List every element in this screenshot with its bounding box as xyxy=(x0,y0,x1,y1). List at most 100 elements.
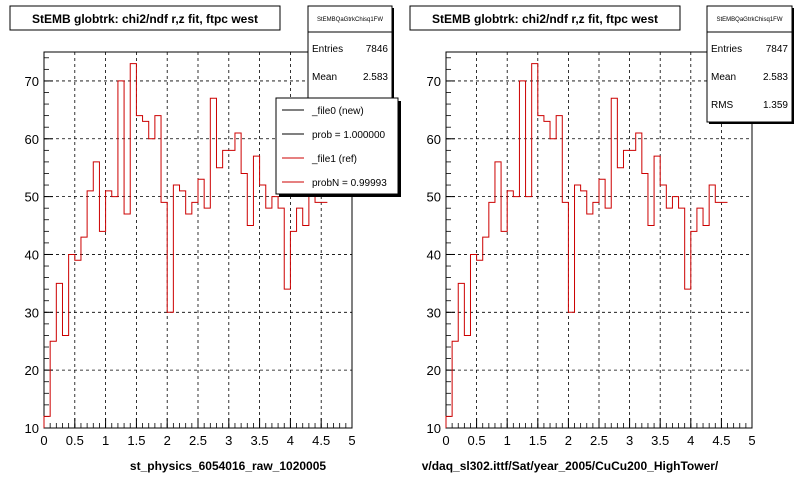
x-tick-label: 0 xyxy=(442,433,449,448)
histogram-bin xyxy=(81,237,87,428)
histogram-series-line xyxy=(445,63,728,428)
y-tick-label: 50 xyxy=(427,190,441,205)
x-tick-label: 2 xyxy=(164,433,171,448)
stats-value: 2.583 xyxy=(363,72,388,83)
legend-entry: probN = 0.99993 xyxy=(312,178,387,189)
histogram-bin xyxy=(192,202,198,428)
histogram-bin xyxy=(223,150,229,428)
histogram-bin xyxy=(617,168,623,428)
histogram-bin xyxy=(464,335,470,428)
histogram-bin xyxy=(581,191,587,428)
x-tick-label: 1 xyxy=(504,433,511,448)
histogram-bin xyxy=(672,197,678,428)
histogram-bin xyxy=(290,231,296,428)
histogram-bin xyxy=(513,197,519,428)
histogram-bin xyxy=(198,179,204,428)
histogram-bin xyxy=(99,231,105,428)
histogram-bin xyxy=(636,133,642,428)
histogram-bin xyxy=(630,150,636,428)
histogram-bin xyxy=(679,208,685,428)
stats-label: Mean xyxy=(711,72,736,83)
histogram-bin xyxy=(446,416,452,428)
x-tick-label: 5 xyxy=(348,433,355,448)
x-tick-label: 0.5 xyxy=(66,433,84,448)
histogram-bin xyxy=(136,116,142,428)
stats-box-name: StEMBQaGtrkChisq1FW xyxy=(716,17,782,23)
histogram-bin xyxy=(611,98,617,428)
x-tick-label: 2.5 xyxy=(189,433,207,448)
x-tick-label: 1.5 xyxy=(127,433,145,448)
x-tick-label: 4.5 xyxy=(712,433,730,448)
histogram-bin xyxy=(44,416,50,428)
histogram-bin xyxy=(180,191,186,428)
x-tick-label: 4 xyxy=(287,433,294,448)
histogram-bin xyxy=(149,139,155,428)
x-tick-label: 0.5 xyxy=(468,433,486,448)
histogram-bin xyxy=(321,202,327,428)
x-tick-label: 1 xyxy=(102,433,109,448)
histogram-bin xyxy=(303,226,309,428)
x-tick-label: 3.5 xyxy=(251,433,269,448)
histogram-bin xyxy=(532,64,538,428)
title-box xyxy=(409,5,681,31)
histogram-bin xyxy=(501,231,507,428)
x-tick-label: 2.5 xyxy=(590,433,608,448)
histogram-bin xyxy=(130,64,136,428)
y-tick-label: 10 xyxy=(25,421,39,436)
y-tick-label: 60 xyxy=(25,132,39,147)
histogram-bin xyxy=(278,208,284,428)
histogram-bin xyxy=(477,260,483,428)
histogram-bin xyxy=(284,289,290,428)
histogram-bin xyxy=(715,202,721,428)
histogram-bin xyxy=(483,237,489,428)
histogram-bin xyxy=(556,116,562,428)
histogram-bin xyxy=(161,202,167,428)
histogram-bin xyxy=(56,283,62,428)
histogram-bin xyxy=(167,312,173,428)
histogram-panel-1: 0 0.5 1 1.5 2 2.5 3 3.5 4 4.5 5 10 20 30 40 50 60 70 StEMB… xyxy=(9,5,401,473)
stats-value: 2.583 xyxy=(763,72,788,83)
y-tick-label: 60 xyxy=(427,132,441,147)
histogram-bin xyxy=(69,254,75,428)
histogram-bin xyxy=(247,226,253,428)
histogram-bin xyxy=(106,191,112,428)
stats-label: Entries xyxy=(711,44,742,55)
y-tick-label: 20 xyxy=(25,363,39,378)
histogram-bin xyxy=(599,179,605,428)
stats-value: 1.359 xyxy=(763,100,788,111)
histogram-bin xyxy=(575,185,581,428)
histogram-bin xyxy=(654,156,660,428)
histogram-bin xyxy=(593,202,599,428)
y-tick-label: 70 xyxy=(25,74,39,89)
histogram-bin xyxy=(562,202,568,428)
histogram-bin xyxy=(544,121,550,428)
stats-label: RMS xyxy=(711,100,734,111)
histogram-bin xyxy=(489,202,495,428)
legend-entry: _file0 (new) xyxy=(311,106,364,117)
x-tick-label: 0 xyxy=(40,433,47,448)
histogram-bin xyxy=(605,208,611,428)
chart-title: StEMB globtrk: chi2/ndf r,z fit, ftpc we… xyxy=(32,12,258,26)
histogram-bin xyxy=(186,214,192,428)
histogram-bin xyxy=(470,254,476,428)
histogram-bin xyxy=(229,150,235,428)
histogram-series-line xyxy=(43,63,328,428)
histogram-bin xyxy=(87,191,93,428)
histogram-bin xyxy=(709,185,715,428)
histogram-bin xyxy=(568,312,574,428)
histogram-bin xyxy=(75,260,81,428)
histogram-bin xyxy=(112,197,118,428)
histogram-bin xyxy=(155,116,161,428)
histogram-bin xyxy=(685,289,691,428)
histogram-bin xyxy=(452,341,458,428)
legend-box xyxy=(275,97,399,195)
histogram-bin xyxy=(642,173,648,428)
histogram-panel-2: 0 0.5 1 1.5 2 2.5 3 3.5 4 4.5 5 10 20 30 40 50 60 70 StEMB… xyxy=(409,5,794,473)
histogram-bin xyxy=(50,341,56,428)
x-tick-label: 3 xyxy=(225,433,232,448)
histogram-bin xyxy=(143,121,149,428)
histogram-bin xyxy=(253,156,259,428)
y-tick-label: 40 xyxy=(427,247,441,262)
histogram-bin xyxy=(118,81,124,428)
histogram-bin xyxy=(297,208,303,428)
